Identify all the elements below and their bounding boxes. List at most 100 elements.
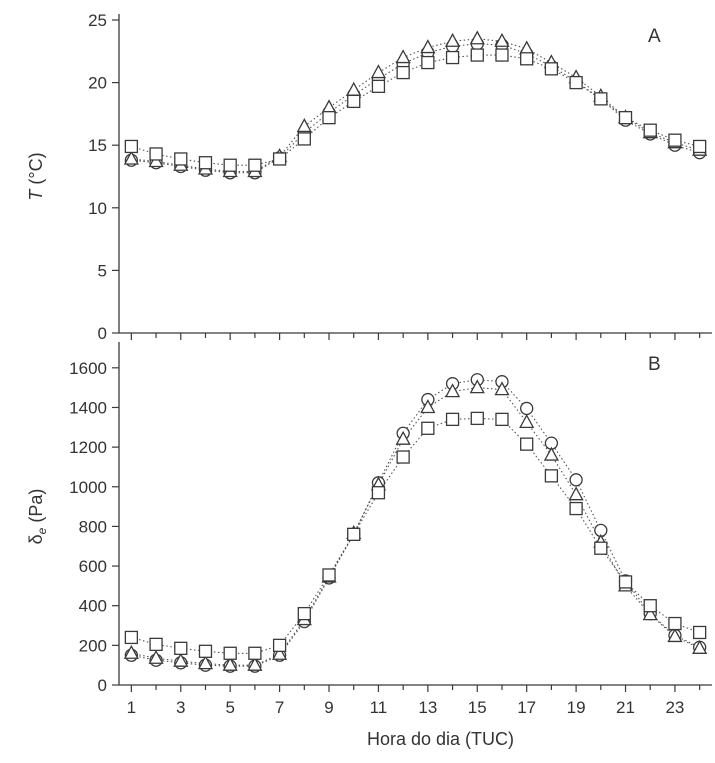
- x-tick-label: 19: [567, 698, 586, 717]
- data-point-square: [643, 599, 657, 613]
- series-line-square: [131, 417, 700, 654]
- data-point-square: [272, 152, 287, 166]
- data-point-square: [198, 156, 213, 170]
- y-tick-label: 1600: [69, 359, 107, 378]
- y-tick-label: 800: [79, 517, 107, 536]
- data-point-square: [520, 437, 534, 451]
- data-point-triangle: [692, 639, 708, 654]
- data-point-triangle: [494, 32, 510, 47]
- x-tick-label: 21: [616, 698, 635, 717]
- data-point-square: [396, 65, 410, 80]
- series-line-square: [131, 54, 700, 166]
- data-point-square: [618, 575, 633, 589]
- data-point-square: [445, 412, 460, 427]
- y-tick-label: 1000: [69, 478, 107, 497]
- y-axis-title-symbol: T: [26, 188, 46, 201]
- data-point-triangle: [395, 430, 411, 445]
- data-point-square: [520, 52, 534, 66]
- data-point-square: [297, 606, 311, 621]
- data-point-square: [396, 450, 410, 464]
- data-point-triangle: [568, 486, 584, 501]
- data-point-triangle: [543, 446, 559, 461]
- series-line-triangle: [131, 387, 700, 666]
- x-tick-label: 7: [275, 698, 284, 717]
- data-point-triangle: [420, 399, 436, 414]
- data-point-square: [272, 638, 287, 653]
- y-tick-label: 10: [88, 199, 107, 218]
- data-point-triangle: [123, 150, 139, 165]
- data-point-triangle: [519, 40, 535, 55]
- y-tick-label: 200: [79, 636, 107, 655]
- data-point-square: [668, 133, 682, 147]
- data-point-triangle: [395, 49, 411, 64]
- data-point-square: [124, 630, 139, 645]
- y-axis-title-subscript: e: [35, 527, 49, 534]
- data-point-square: [692, 625, 707, 640]
- data-point-square: [544, 469, 559, 483]
- y-tick-label: 400: [79, 597, 107, 616]
- x-tick-label: 17: [517, 698, 536, 717]
- data-point-square: [322, 568, 336, 582]
- data-point-square: [322, 111, 336, 125]
- data-point-triangle: [247, 656, 263, 671]
- panel-b: 0 200 400 600 800 1000 1200 1400 1600 Bδe (Pa): [26, 342, 712, 695]
- y-tick-label: 25: [88, 11, 107, 30]
- y-tick-label: 1200: [69, 438, 107, 457]
- x-tick-label: 3: [176, 698, 185, 717]
- data-point-square: [421, 421, 435, 435]
- data-point-square: [124, 139, 139, 154]
- data-point-square: [569, 75, 583, 90]
- x-tick-label: 9: [324, 698, 333, 717]
- panel-a: 0 5 10 15 20 25 A T (°C): [26, 11, 712, 343]
- data-point-triangle: [148, 649, 164, 664]
- data-point-triangle: [444, 32, 461, 47]
- y-axis-title: δe (Pa): [26, 489, 49, 545]
- series-line-triangle: [131, 38, 700, 173]
- y-tick-label: 20: [88, 74, 107, 93]
- data-point-square: [544, 62, 559, 76]
- data-point-triangle: [272, 645, 288, 660]
- data-point-triangle: [420, 39, 436, 54]
- data-point-square: [470, 411, 484, 426]
- data-point-square: [223, 158, 237, 172]
- data-point-triangle: [123, 644, 139, 659]
- data-point-square: [174, 152, 188, 166]
- data-point-square: [421, 55, 435, 70]
- data-point-triangle: [197, 655, 214, 670]
- y-tick-label: 0: [98, 324, 107, 343]
- data-point-square: [618, 111, 633, 125]
- data-point-square: [445, 50, 460, 65]
- x-tick-label: 5: [225, 698, 234, 717]
- data-point-square: [248, 646, 262, 660]
- data-point-square: [470, 48, 484, 62]
- panel-label: B: [648, 354, 661, 375]
- y-tick-label: 1400: [69, 398, 107, 417]
- data-point-square: [569, 501, 583, 516]
- panel-label: A: [648, 26, 661, 47]
- data-point-triangle: [173, 652, 189, 667]
- y-tick-label: 0: [98, 676, 107, 695]
- data-point-square: [347, 94, 361, 109]
- data-point-triangle: [296, 118, 312, 133]
- data-point-square: [149, 637, 163, 652]
- data-point-triangle: [346, 81, 362, 96]
- data-point-square: [174, 641, 188, 655]
- y-axis-title-unit: (°C): [26, 152, 46, 189]
- data-point-square: [692, 139, 707, 154]
- y-tick-label: 15: [88, 136, 107, 155]
- data-point-square: [347, 527, 361, 541]
- x-tick-label: 23: [665, 698, 684, 717]
- data-point-square: [594, 541, 608, 555]
- data-point-square: [223, 646, 237, 660]
- y-axis-title: T (°C): [26, 152, 46, 200]
- data-point-square: [248, 158, 262, 172]
- x-tick-label: 13: [418, 698, 437, 717]
- data-point-square: [495, 48, 509, 62]
- data-point-square: [198, 644, 213, 658]
- x-axis-title: Hora do dia (TUC): [367, 729, 514, 749]
- data-point-square: [643, 123, 657, 137]
- data-point-triangle: [370, 64, 387, 79]
- y-tick-label: 600: [79, 557, 107, 576]
- x-tick-label: 11: [370, 698, 388, 717]
